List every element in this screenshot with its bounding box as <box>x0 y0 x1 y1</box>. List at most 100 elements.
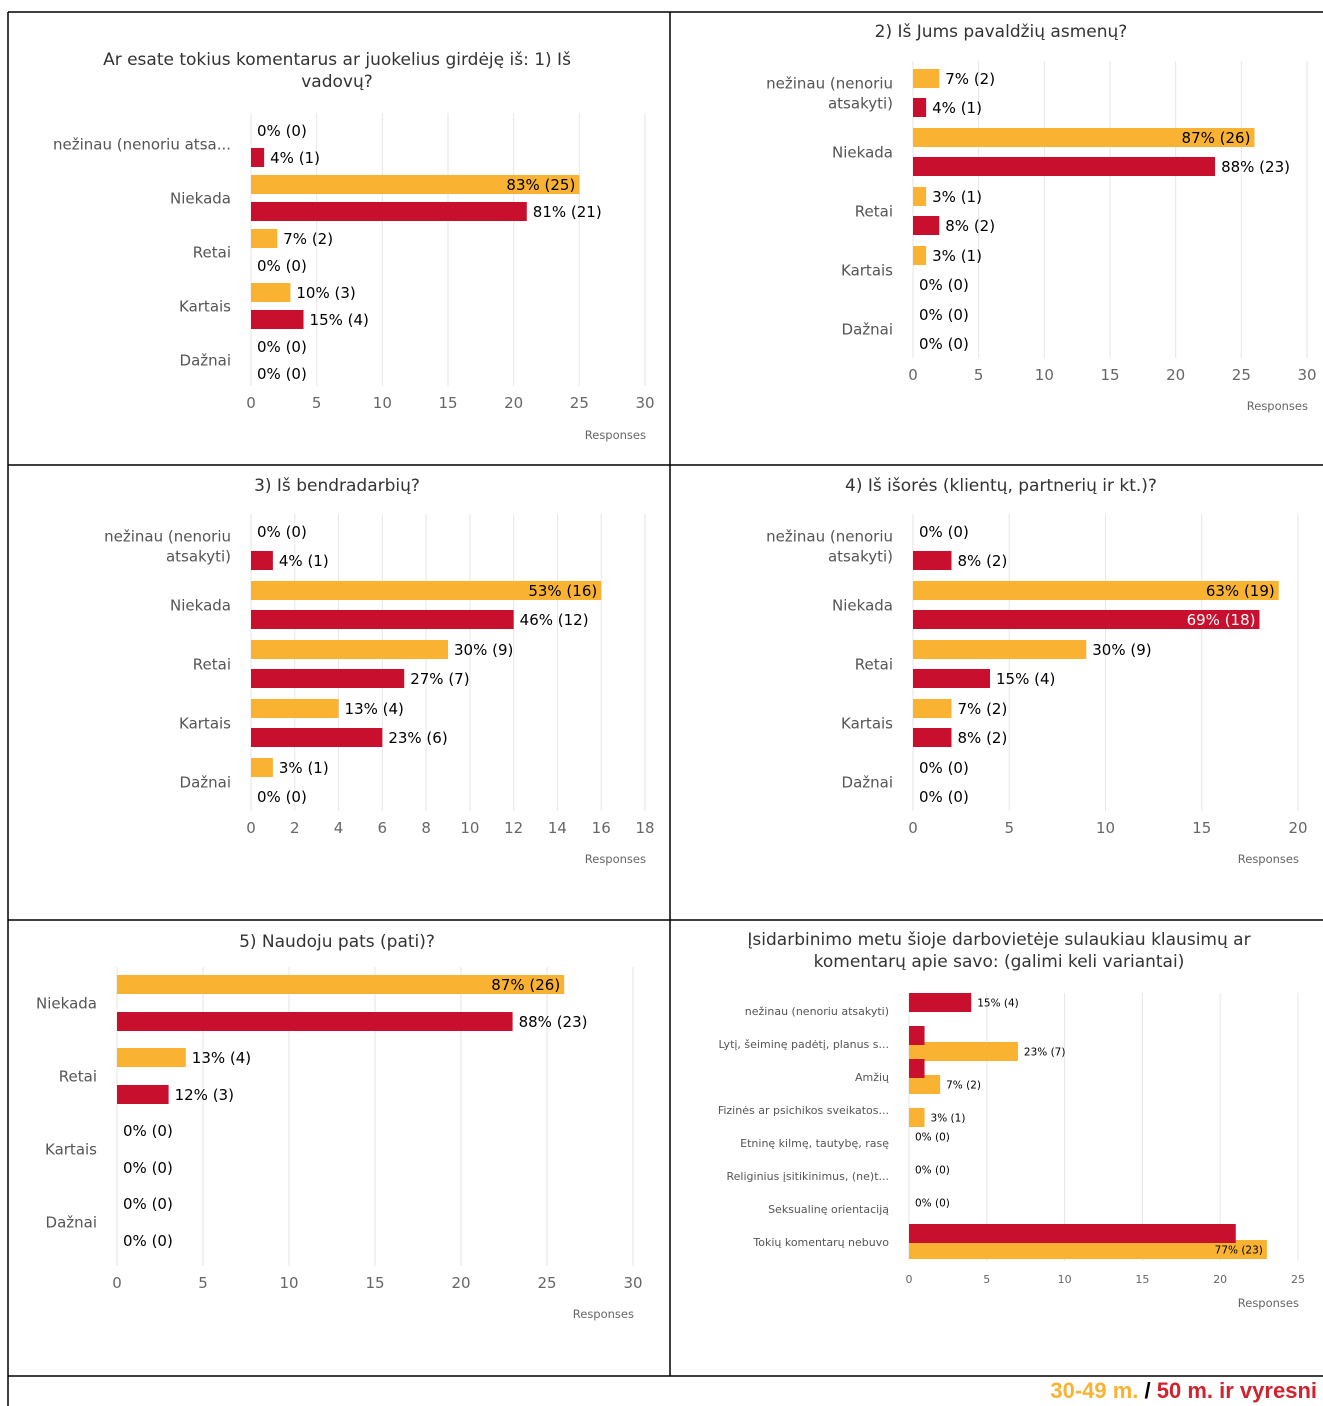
chart-6-category-label: nežinau (nenoriu atsakyti) <box>745 1005 889 1018</box>
chart-5-bar-s2 <box>117 1085 169 1104</box>
chart-4-bar-s2 <box>913 669 990 688</box>
chart-2-category-label: Kartais <box>841 261 893 279</box>
chart-1-tick-label: 25 <box>570 394 589 412</box>
chart-5-data-label: 0% (0) <box>123 1232 173 1250</box>
chart-1-data-label: 83% (25) <box>506 176 575 194</box>
chart-3-tick-label: 2 <box>290 819 300 837</box>
chart-2-data-label: 0% (0) <box>919 335 969 353</box>
chart-4-data-label: 30% (9) <box>1092 641 1151 659</box>
chart-4-tick-label: 15 <box>1192 819 1211 837</box>
chart-5-data-label: 88% (23) <box>519 1013 588 1031</box>
chart-1-category-label: nežinau (nenoriu atsa... <box>53 135 231 153</box>
chart-5-title: 5) Naudoju pats (pati)? <box>239 932 435 952</box>
chart-3-category-label: atsakyti) <box>166 547 231 565</box>
chart-3-category-label: Retai <box>193 655 231 673</box>
chart-3-data-label: 3% (1) <box>279 759 329 777</box>
chart-6-bar-s2 <box>909 993 972 1012</box>
chart-2-data-label: 0% (0) <box>919 276 969 294</box>
chart-2-bar-s2 <box>913 98 927 117</box>
chart-6-category-label: Etninę kilmę, tautybę, rasę <box>740 1137 889 1150</box>
chart-6-bar-s2 <box>909 1026 925 1045</box>
chart-4-data-label: 15% (4) <box>996 670 1055 688</box>
chart-panel-3: 3) Iš bendradarbių? 0 2 4 6 8 10 12 14 16 18 Respon… <box>9 466 669 919</box>
chart-2-category-label: Retai <box>855 202 893 220</box>
chart-3-tick-label: 12 <box>504 819 523 837</box>
chart-panel-5: 5) Naudoju pats (pati)? 0 5 10 15 20 25 30 Respo… <box>9 921 669 1375</box>
chart-2-bar-s1 <box>913 128 1255 147</box>
chart-2-tick-label: 30 <box>1297 366 1316 384</box>
chart-6-tick-label: 5 <box>983 1273 990 1286</box>
chart-2-xlabel: Responses <box>1247 399 1308 413</box>
chart-1-bar-s1 <box>251 283 291 302</box>
chart-5-category-label: Niekada <box>36 994 97 1012</box>
chart-2-data-label: 4% (1) <box>932 99 982 117</box>
chart-5-tick-label: 15 <box>365 1274 384 1292</box>
chart-5-data-label: 12% (3) <box>175 1086 234 1104</box>
chart-6-title: Įsidarbinimo metu šioje darbovietėje sul… <box>747 930 1250 950</box>
chart-4-data-label: 63% (19) <box>1206 582 1275 600</box>
chart-4-xlabel: Responses <box>1238 852 1299 866</box>
chart-1-bar-s2 <box>251 148 265 167</box>
chart-5-xlabel: Responses <box>573 1307 634 1321</box>
chart-1-bar-s1 <box>251 229 278 248</box>
chart-4-data-label: 8% (2) <box>958 552 1008 570</box>
chart-3-data-label: 23% (6) <box>388 729 447 747</box>
chart-3-svg: 3) Iš bendradarbių? 0 2 4 6 8 10 12 14 16 18 Respon… <box>104 476 654 866</box>
chart-5-tick-label: 20 <box>451 1274 470 1292</box>
chart-3-data-label: 30% (9) <box>454 641 513 659</box>
legend-series-2: 50 m. ir vyresni <box>1156 1378 1317 1403</box>
chart-2-svg: 2) Iš Jums pavaldžių asmenų? 0 5 10 15 20 25 30… <box>766 22 1316 413</box>
legend-separator: / <box>1144 1378 1151 1403</box>
chart-2-bar-s1 <box>913 69 940 88</box>
chart-1-data-label: 0% (0) <box>257 365 307 383</box>
chart-6-bar-s1 <box>909 1075 941 1094</box>
chart-3-bar-s2 <box>251 728 383 747</box>
chart-3-tick-label: 6 <box>378 819 388 837</box>
chart-4-title: 4) Iš išorės (klientų, partnerių ir kt.)… <box>845 476 1157 496</box>
chart-1-category-label: Kartais <box>179 297 231 315</box>
chart-5-tick-label: 30 <box>623 1274 642 1292</box>
chart-4-data-label: 7% (2) <box>958 700 1008 718</box>
chart-3-bar-s2 <box>251 551 273 570</box>
chart-3-category-label: Kartais <box>179 714 231 732</box>
chart-4-svg: 4) Iš išorės (klientų, partnerių ir kt.)… <box>766 476 1307 866</box>
chart-6-title: komentarų apie savo: (galimi keli varian… <box>814 952 1185 972</box>
chart-1-svg: Ar esate tokius komentarus ar juokelius … <box>53 50 655 442</box>
chart-5-data-label: 0% (0) <box>123 1159 173 1177</box>
chart-6-category-label: Tokių komentarų nebuvo <box>752 1236 889 1249</box>
chart-4-bar-s1 <box>913 699 952 718</box>
chart-2-tick-label: 15 <box>1100 366 1119 384</box>
chart-5-data-label: 87% (26) <box>491 976 560 994</box>
chart-6-bar-s2 <box>909 1224 1236 1243</box>
chart-4-data-label: 0% (0) <box>919 788 969 806</box>
chart-2-tick-label: 0 <box>908 366 918 384</box>
chart-5-tick-label: 25 <box>537 1274 556 1292</box>
chart-2-bar-s2 <box>913 216 940 235</box>
chart-4-tick-label: 20 <box>1288 819 1307 837</box>
chart-1-data-label: 81% (21) <box>533 203 602 221</box>
chart-4-data-label: 69% (18) <box>1187 611 1256 629</box>
chart-1-tick-label: 10 <box>373 394 392 412</box>
chart-1-tick-label: 5 <box>312 394 322 412</box>
chart-6-category-label: Amžių <box>855 1071 889 1084</box>
chart-3-tick-label: 10 <box>460 819 479 837</box>
chart-3-data-label: 27% (7) <box>410 670 469 688</box>
chart-4-bar-s2 <box>913 610 1260 629</box>
chart-2-data-label: 3% (1) <box>932 188 982 206</box>
chart-5-category-label: Dažnai <box>46 1213 97 1231</box>
chart-1-tick-label: 15 <box>438 394 457 412</box>
chart-2-tick-label: 25 <box>1232 366 1251 384</box>
chart-3-tick-label: 14 <box>548 819 567 837</box>
chart-2-tick-label: 10 <box>1035 366 1054 384</box>
chart-1-tick-label: 0 <box>246 394 256 412</box>
chart-4-data-label: 0% (0) <box>919 759 969 777</box>
chart-5-category-label: Retai <box>59 1067 97 1085</box>
chart-2-tick-label: 5 <box>974 366 984 384</box>
chart-4-data-label: 0% (0) <box>919 523 969 541</box>
chart-3-tick-label: 16 <box>592 819 611 837</box>
chart-2-bar-s1 <box>913 246 927 265</box>
chart-6-data-label: 15% (4) <box>977 997 1019 1009</box>
chart-6-tick-label: 0 <box>906 1273 913 1286</box>
chart-2-category-label: nežinau (nenoriu <box>766 74 893 92</box>
